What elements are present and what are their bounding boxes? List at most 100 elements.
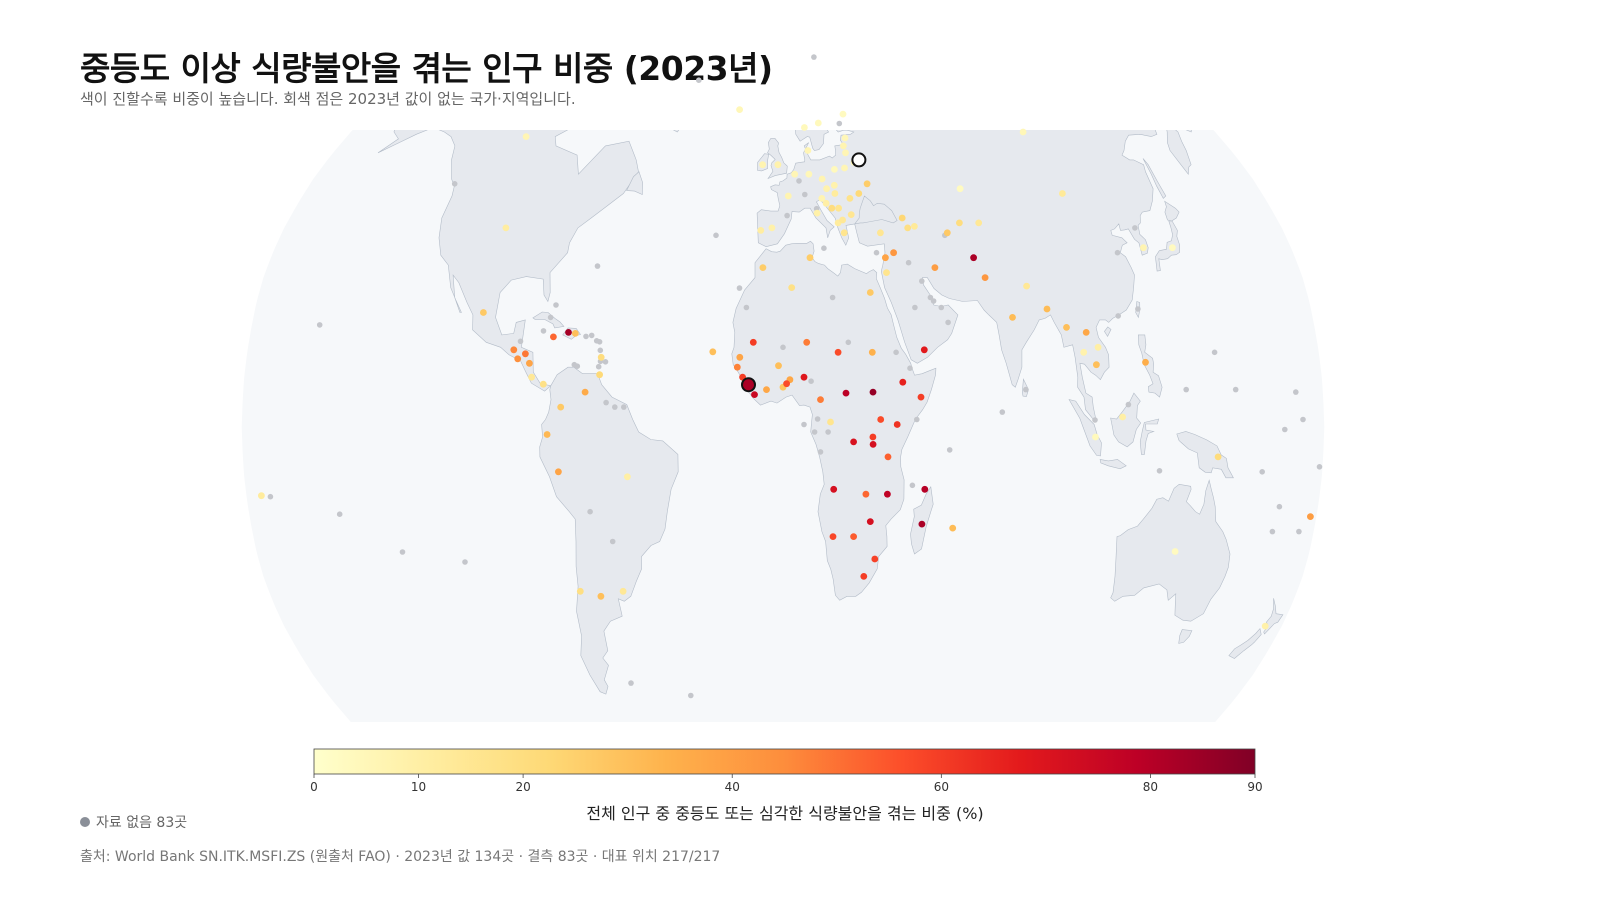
data-point[interactable]: [1059, 190, 1066, 197]
data-point[interactable]: [581, 388, 589, 396]
data-point[interactable]: [868, 348, 876, 356]
data-point[interactable]: [736, 353, 744, 361]
data-point[interactable]: [1080, 348, 1088, 356]
data-point[interactable]: [1093, 361, 1100, 369]
data-point[interactable]: [522, 133, 530, 141]
data-point[interactable]: [576, 587, 584, 595]
data-point[interactable]: [981, 274, 989, 281]
data-point[interactable]: [555, 468, 562, 476]
data-point[interactable]: [839, 216, 846, 224]
data-point[interactable]: [733, 363, 741, 371]
data-point[interactable]: [1261, 622, 1269, 630]
data-point[interactable]: [751, 391, 758, 398]
data-point[interactable]: [597, 592, 605, 600]
data-point[interactable]: [502, 224, 510, 232]
data-point[interactable]: [759, 161, 766, 169]
data-point[interactable]: [784, 192, 792, 200]
data-point[interactable]: [869, 388, 877, 396]
data-point[interactable]: [883, 269, 890, 276]
data-point[interactable]: [1082, 329, 1090, 336]
data-point[interactable]: [804, 147, 812, 154]
data-point[interactable]: [882, 254, 889, 262]
data-point[interactable]: [596, 371, 603, 379]
data-point[interactable]: [850, 438, 857, 446]
data-point[interactable]: [539, 380, 547, 388]
data-point[interactable]: [768, 224, 776, 232]
data-point[interactable]: [571, 330, 579, 337]
data-point[interactable]: [1043, 305, 1051, 313]
data-point[interactable]: [763, 386, 770, 393]
data-point[interactable]: [775, 362, 782, 370]
data-point[interactable]: [890, 249, 897, 257]
data-point[interactable]: [877, 229, 884, 237]
data-point[interactable]: [788, 284, 796, 291]
highlighted-point[interactable]: [741, 377, 756, 393]
data-point[interactable]: [803, 338, 811, 346]
data-point[interactable]: [884, 453, 892, 461]
data-point[interactable]: [709, 348, 717, 356]
data-point[interactable]: [1119, 413, 1126, 421]
data-point[interactable]: [869, 441, 877, 448]
data-point[interactable]: [842, 149, 849, 157]
data-point[interactable]: [877, 416, 885, 423]
data-point[interactable]: [931, 264, 939, 271]
data-point[interactable]: [1019, 128, 1027, 136]
data-point[interactable]: [975, 219, 983, 227]
data-point[interactable]: [814, 119, 822, 127]
data-point[interactable]: [862, 490, 870, 498]
data-point[interactable]: [806, 254, 814, 262]
data-point[interactable]: [757, 227, 765, 234]
data-point[interactable]: [801, 124, 808, 131]
data-point[interactable]: [818, 195, 826, 202]
data-point[interactable]: [1063, 324, 1070, 331]
data-point[interactable]: [893, 421, 901, 428]
data-point[interactable]: [1009, 314, 1016, 321]
data-point[interactable]: [817, 396, 824, 403]
data-point[interactable]: [818, 175, 826, 183]
data-point[interactable]: [949, 524, 957, 532]
data-point[interactable]: [860, 573, 868, 580]
data-point[interactable]: [847, 211, 855, 219]
data-point[interactable]: [774, 161, 782, 169]
data-point[interactable]: [783, 380, 790, 388]
data-point[interactable]: [522, 350, 529, 358]
data-point[interactable]: [805, 170, 813, 178]
data-point[interactable]: [830, 181, 838, 189]
data-point[interactable]: [827, 418, 834, 426]
data-point[interactable]: [911, 223, 918, 230]
data-point[interactable]: [917, 393, 925, 401]
data-point[interactable]: [850, 533, 857, 540]
data-point[interactable]: [834, 348, 842, 356]
data-point[interactable]: [835, 204, 842, 212]
data-point[interactable]: [791, 170, 799, 178]
data-point[interactable]: [866, 289, 874, 296]
data-point[interactable]: [528, 373, 535, 381]
data-point[interactable]: [956, 185, 964, 193]
data-point[interactable]: [813, 209, 821, 217]
data-point[interactable]: [526, 359, 533, 367]
data-point[interactable]: [871, 555, 879, 563]
data-point[interactable]: [855, 190, 863, 197]
data-point[interactable]: [1214, 453, 1222, 461]
data-point[interactable]: [1092, 433, 1099, 441]
data-point[interactable]: [1307, 513, 1314, 520]
data-point[interactable]: [480, 309, 487, 316]
data-point[interactable]: [514, 355, 522, 363]
data-point[interactable]: [943, 229, 951, 237]
data-point[interactable]: [831, 166, 838, 173]
data-point[interactable]: [749, 338, 757, 346]
data-point[interactable]: [846, 195, 854, 202]
data-point[interactable]: [866, 518, 874, 525]
data-point[interactable]: [918, 520, 926, 528]
data-point[interactable]: [619, 587, 627, 595]
data-point[interactable]: [831, 190, 839, 197]
data-point[interactable]: [736, 106, 743, 113]
data-point[interactable]: [1171, 548, 1179, 555]
data-point[interactable]: [869, 433, 877, 441]
data-point[interactable]: [543, 431, 551, 438]
data-point[interactable]: [829, 533, 837, 540]
data-point[interactable]: [842, 389, 850, 397]
data-point[interactable]: [899, 378, 907, 386]
data-point[interactable]: [597, 353, 605, 361]
data-point[interactable]: [258, 492, 265, 500]
